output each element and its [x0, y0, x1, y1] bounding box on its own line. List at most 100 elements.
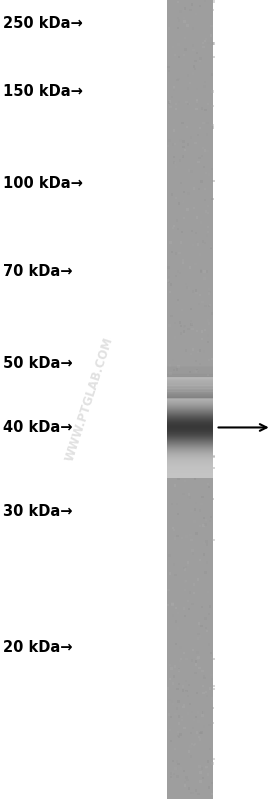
Bar [199, 510, 201, 512]
Bar [211, 721, 214, 724]
Bar [181, 390, 183, 392]
Bar [195, 470, 198, 472]
Bar [206, 454, 209, 456]
Bar [211, 312, 213, 315]
Bar [209, 388, 211, 391]
Bar [171, 403, 173, 406]
Bar [181, 457, 184, 459]
Bar [202, 42, 204, 44]
Bar [183, 704, 185, 706]
Bar [181, 199, 183, 201]
Bar [168, 27, 170, 30]
Bar [167, 397, 213, 398]
Bar [204, 618, 207, 620]
Bar [210, 34, 212, 37]
Bar [167, 393, 213, 394]
Bar [190, 750, 192, 753]
Bar [177, 700, 179, 702]
Bar [177, 735, 179, 737]
Bar [167, 385, 213, 386]
Bar [181, 537, 183, 539]
Bar [167, 378, 213, 379]
Bar [167, 389, 213, 390]
Bar [181, 231, 183, 233]
Bar [208, 418, 210, 420]
Bar [187, 600, 189, 602]
Bar [167, 390, 213, 391]
Bar [167, 394, 213, 395]
Bar [188, 169, 190, 172]
Bar [188, 282, 190, 284]
Bar [178, 469, 180, 471]
Bar [174, 484, 176, 487]
Bar [183, 20, 186, 22]
Bar [203, 85, 206, 88]
Bar [171, 700, 173, 702]
Bar [190, 406, 193, 408]
Bar [192, 291, 194, 293]
Bar [177, 301, 179, 304]
Bar [199, 525, 201, 527]
Bar [180, 241, 182, 244]
Bar [188, 749, 190, 751]
Bar [174, 451, 176, 454]
Bar [167, 373, 213, 374]
Bar [170, 284, 172, 286]
Bar [170, 740, 172, 742]
Bar [183, 330, 185, 332]
Bar [169, 105, 172, 107]
Bar [167, 387, 213, 388]
Bar [178, 722, 180, 725]
Bar [179, 159, 181, 161]
Bar [197, 637, 199, 639]
Bar [167, 388, 213, 389]
Bar [176, 775, 179, 777]
Bar [195, 461, 197, 463]
Bar [199, 470, 201, 472]
Bar [200, 401, 202, 403]
Bar [203, 725, 205, 728]
Bar [204, 0, 206, 2]
Bar [201, 606, 203, 608]
Bar [195, 660, 197, 662]
Bar [179, 660, 181, 662]
Bar [179, 10, 181, 13]
Bar [187, 712, 189, 714]
Bar [201, 457, 203, 459]
Bar [170, 716, 172, 718]
Bar [206, 562, 208, 564]
Bar [183, 280, 186, 283]
Bar [206, 630, 208, 632]
Bar [173, 56, 176, 58]
Bar [182, 262, 184, 264]
Bar [195, 463, 197, 465]
Bar [178, 715, 180, 718]
Bar [204, 523, 207, 526]
Bar [188, 465, 191, 467]
Bar [184, 580, 186, 582]
Bar [208, 459, 211, 462]
Bar [189, 591, 191, 594]
Bar [186, 125, 188, 128]
Bar [172, 86, 175, 89]
Bar [202, 711, 204, 714]
Bar [213, 0, 215, 2]
Bar [196, 88, 198, 90]
Bar [181, 155, 183, 157]
Bar [206, 149, 209, 152]
Bar [168, 139, 171, 141]
Bar [207, 103, 209, 105]
Bar [208, 486, 210, 488]
Bar [193, 460, 196, 463]
Bar [172, 682, 174, 685]
Bar [167, 384, 213, 385]
Bar [172, 527, 174, 529]
Bar [194, 478, 196, 480]
Bar [187, 562, 189, 564]
Bar [175, 83, 178, 85]
Bar [207, 483, 209, 486]
Bar [189, 534, 192, 536]
Bar [167, 376, 213, 377]
Bar [210, 247, 212, 249]
Bar [202, 777, 204, 779]
